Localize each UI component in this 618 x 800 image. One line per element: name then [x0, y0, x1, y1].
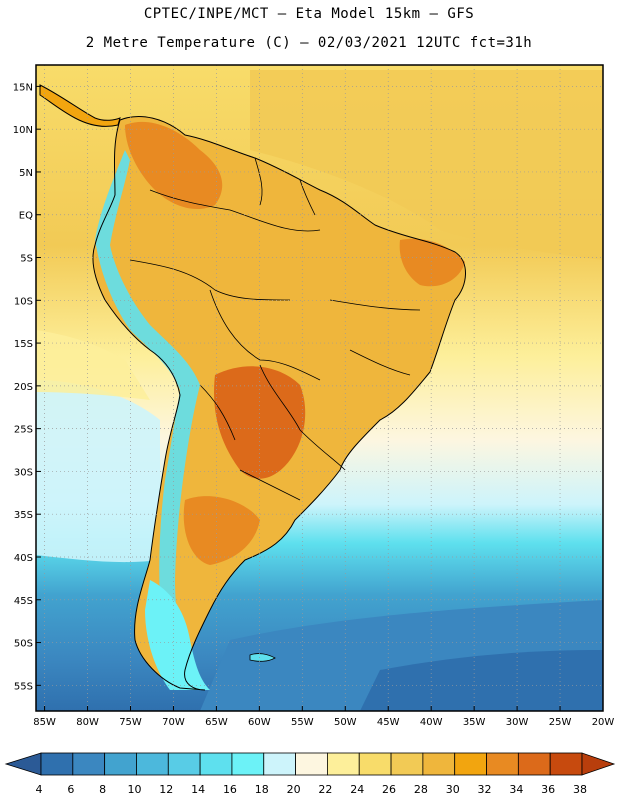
colorbar-swatch: [486, 752, 519, 776]
graticule: [36, 65, 603, 711]
colorbar-swatch: [327, 752, 360, 776]
colorbar-label: 34: [509, 783, 523, 796]
lat-label: 10N: [13, 125, 33, 136]
lat-label: 15N: [13, 82, 33, 93]
hot-core-ne-brazil: [399, 238, 465, 287]
colorbar-swatch: [231, 752, 265, 776]
lat-label: EQ: [19, 211, 33, 222]
colorbar-label: 22: [318, 783, 332, 796]
colorbar-swatch: [422, 752, 456, 776]
lon-label: 30W: [506, 717, 529, 728]
colorbar-label: 28: [414, 783, 428, 796]
lat-label: 5S: [20, 254, 33, 265]
map-title: CPTEC/INPE/MCT – Eta Model 15km – GFS: [143, 6, 475, 22]
colorbar-over-arrow: [581, 752, 616, 776]
lon-label: 25W: [549, 717, 572, 728]
colorbar-label: 38: [573, 783, 587, 796]
colorbar-label: 26: [382, 783, 396, 796]
lat-label: 10S: [14, 296, 33, 307]
patagonia-cold-tip: [145, 580, 210, 690]
colorbar-swatch: [358, 752, 392, 776]
country-borders: [129, 157, 421, 501]
lon-label: 20W: [592, 717, 615, 728]
lat-label: 30S: [14, 467, 33, 478]
hot-core-chaco: [214, 366, 306, 479]
lon-label: 65W: [205, 717, 228, 728]
colorbar-label: 14: [191, 783, 205, 796]
lon-label: 40W: [420, 717, 443, 728]
lat-label: 45S: [14, 596, 33, 607]
colorbar-label: 8: [99, 783, 106, 796]
lat-label: 50S: [14, 639, 33, 650]
lat-label: 15S: [14, 339, 33, 350]
andes-cold-ridge: [95, 150, 200, 665]
lat-label: 35S: [14, 510, 33, 521]
plot-frame: [35, 64, 604, 712]
lon-label: 45W: [377, 717, 400, 728]
lat-label: 25S: [14, 425, 33, 436]
colorbar-swatch: [390, 752, 424, 776]
lon-label: 70W: [162, 717, 185, 728]
colorbar-swatch: [136, 752, 169, 776]
falkland-islands: [249, 653, 276, 662]
atlantic-warm-band: [250, 70, 603, 260]
lat-label: 55S: [14, 681, 33, 692]
colorbar-swatch: [549, 752, 583, 776]
lon-label: 50W: [334, 717, 357, 728]
map-subtitle: 2 Metre Temperature (C) – 02/03/2021 12U…: [85, 35, 533, 51]
colorbar-swatch: [295, 752, 328, 776]
lon-label: 80W: [76, 717, 99, 728]
colorbar-swatch: [167, 752, 201, 776]
colorbar: 4 6 8 10 12 14 16 18 20 22 24 26 28 30 32 34 36 38: [4, 752, 616, 796]
colorbar-label: 4: [36, 783, 43, 796]
southern-ocean-coldest: [360, 650, 603, 711]
colorbar-label: 6: [67, 783, 74, 796]
colorbar-swatch: [517, 752, 551, 776]
lat-label: 40S: [14, 553, 33, 564]
colorbar-label: 16: [223, 783, 237, 796]
colorbar-under-arrow: [4, 752, 42, 776]
lon-label: 75W: [119, 717, 142, 728]
colorbar-swatch: [40, 752, 74, 776]
central-america-land: [39, 84, 121, 127]
colorbar-swatch: [199, 752, 233, 776]
colorbar-label: 36: [541, 783, 555, 796]
colorbar-label: 12: [159, 783, 173, 796]
latitude-labels: 15N 10N 5N EQ 5S 10S 15S 20S 25S 30S 35S 40S 45S 50S 5…: [13, 82, 33, 692]
lon-label: 85W: [33, 717, 56, 728]
colorbar-label: 24: [350, 783, 364, 796]
colorbar-swatch: [454, 752, 487, 776]
pacific-cool-region: [36, 380, 160, 563]
coastline: [92, 116, 466, 691]
lat-label: 5N: [19, 168, 33, 179]
longitude-labels: 85W 80W 75W 70W 65W 60W 55W 50W 45W 40W 35W 30W 25W 2…: [33, 717, 614, 728]
lon-label: 60W: [248, 717, 271, 728]
colorbar-swatch: [104, 752, 137, 776]
pacific-warm-strip: [36, 330, 150, 400]
colorbar-label: 32: [478, 783, 492, 796]
colorbar-swatch: [72, 752, 106, 776]
hot-core-patagonia: [183, 496, 260, 565]
latitude-ticks: [36, 85, 41, 686]
longitude-ticks: [44, 706, 604, 711]
colorbar-label: 30: [446, 783, 460, 796]
lat-label: 20S: [14, 382, 33, 393]
lon-label: 55W: [291, 717, 314, 728]
colorbar-label: 10: [127, 783, 141, 796]
colorbar-swatch: [263, 752, 296, 776]
colorbar-label: 18: [255, 783, 269, 796]
colorbar-label: 20: [287, 783, 301, 796]
lon-label: 35W: [463, 717, 486, 728]
